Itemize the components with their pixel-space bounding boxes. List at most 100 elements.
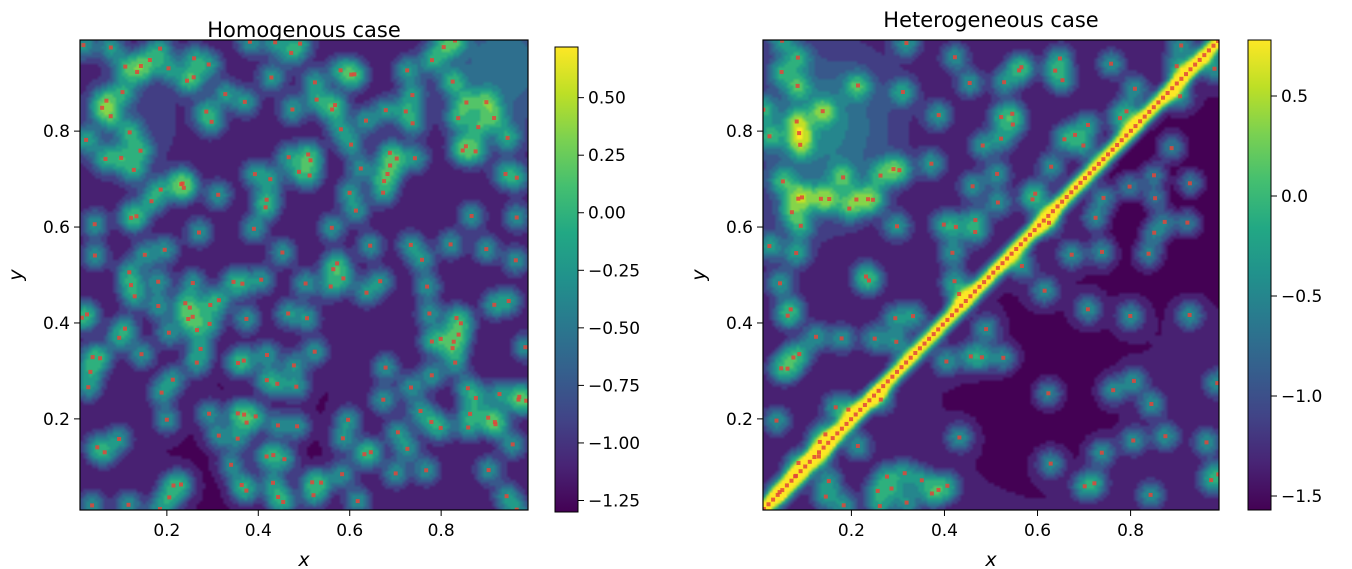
sample-point — [1010, 111, 1015, 116]
sample-point — [368, 243, 373, 248]
sample-point — [92, 222, 97, 227]
sample-point — [1042, 288, 1047, 293]
sample-point — [897, 168, 902, 173]
sample-point — [207, 411, 212, 416]
sample-point — [514, 215, 519, 220]
sample-point — [963, 299, 968, 303]
sample-point — [785, 366, 790, 371]
colorbar-gradient — [1247, 39, 1272, 511]
sample-point — [1202, 53, 1207, 58]
sample-point — [936, 113, 941, 118]
sample-point — [381, 397, 386, 402]
sample-point — [1204, 440, 1209, 445]
sample-point — [241, 358, 246, 363]
sample-point — [853, 412, 858, 417]
sample-point — [1131, 438, 1136, 443]
sample-point — [878, 397, 883, 402]
sample-point — [968, 354, 973, 359]
sample-point — [430, 58, 434, 63]
sample-point — [1101, 195, 1106, 200]
colorbar-tick-label: −0.5 — [1281, 287, 1322, 307]
sample-point — [473, 149, 478, 154]
sample-point — [872, 336, 877, 341]
sample-point — [263, 205, 268, 210]
sample-point — [954, 308, 959, 313]
sample-point — [1073, 132, 1077, 137]
sample-point — [827, 197, 832, 201]
sample-point — [1062, 137, 1067, 142]
sample-point — [833, 405, 838, 410]
x-tick-label: 0.2 — [153, 521, 180, 541]
sample-point — [81, 43, 86, 48]
sample-point — [294, 384, 299, 389]
sample-point — [795, 83, 800, 88]
sample-point — [420, 257, 424, 262]
sample-point — [514, 175, 519, 180]
sample-point — [264, 197, 269, 202]
sample-point — [797, 131, 802, 136]
sample-point — [90, 503, 95, 508]
sample-point — [100, 105, 105, 110]
sample-point — [891, 167, 896, 172]
sample-point — [167, 495, 172, 500]
sample-point — [273, 40, 278, 45]
colorbar-tick-label: −1.5 — [1281, 487, 1322, 507]
colorbar-tick-label: −0.75 — [588, 376, 640, 396]
sample-point — [126, 502, 131, 507]
sample-point — [264, 378, 269, 383]
sample-point — [1146, 251, 1151, 256]
sample-point — [1148, 492, 1153, 497]
sample-point — [484, 247, 489, 252]
plot-area — [762, 39, 1220, 511]
sample-point — [460, 148, 465, 153]
sample-point — [346, 417, 351, 422]
sample-point — [306, 152, 311, 157]
sample-point — [290, 107, 295, 112]
x-tick-label: 0.4 — [931, 521, 958, 541]
sample-point — [982, 280, 987, 285]
sample-point — [798, 223, 803, 228]
sample-point — [231, 279, 236, 284]
y-tick-label: 0.2 — [43, 410, 70, 430]
sample-point — [855, 444, 860, 448]
sample-point — [779, 366, 784, 371]
sample-point — [1109, 61, 1114, 66]
sample-point — [1019, 65, 1024, 70]
sample-point — [877, 504, 882, 509]
sample-point — [88, 369, 93, 374]
sample-point — [312, 349, 317, 354]
sample-point — [1086, 123, 1090, 127]
sample-point — [492, 116, 497, 120]
sample-point — [86, 385, 91, 390]
sample-point — [1187, 313, 1192, 317]
sample-point — [504, 494, 509, 499]
sample-point — [328, 284, 333, 289]
sample-point — [913, 351, 918, 355]
sample-points — [763, 40, 1219, 510]
sample-point — [127, 130, 132, 135]
sample-point — [1100, 249, 1104, 254]
sample-point — [968, 294, 973, 299]
sample-point — [271, 480, 275, 485]
sample-point — [911, 314, 915, 319]
sample-point — [984, 327, 989, 332]
sample-point — [1211, 43, 1216, 48]
sample-point — [1096, 161, 1101, 166]
sample-point — [979, 355, 984, 360]
sample-point — [276, 495, 281, 499]
x-tick-label: 0.6 — [1024, 521, 1051, 541]
sample-point — [1046, 213, 1051, 218]
colorbar-tick-label: 0.50 — [588, 89, 626, 109]
sample-point — [206, 62, 211, 67]
sample-point — [1064, 195, 1069, 199]
sample-point — [438, 336, 443, 341]
sample-point — [977, 284, 982, 289]
x-axis-label: x — [297, 549, 310, 569]
sample-point — [408, 242, 413, 247]
sample-point — [875, 488, 880, 493]
sample-point — [885, 474, 889, 479]
x-tick-label: 0.8 — [1117, 521, 1144, 541]
sample-point — [1178, 94, 1183, 99]
sample-point — [766, 502, 771, 507]
sample-point — [1170, 86, 1175, 91]
